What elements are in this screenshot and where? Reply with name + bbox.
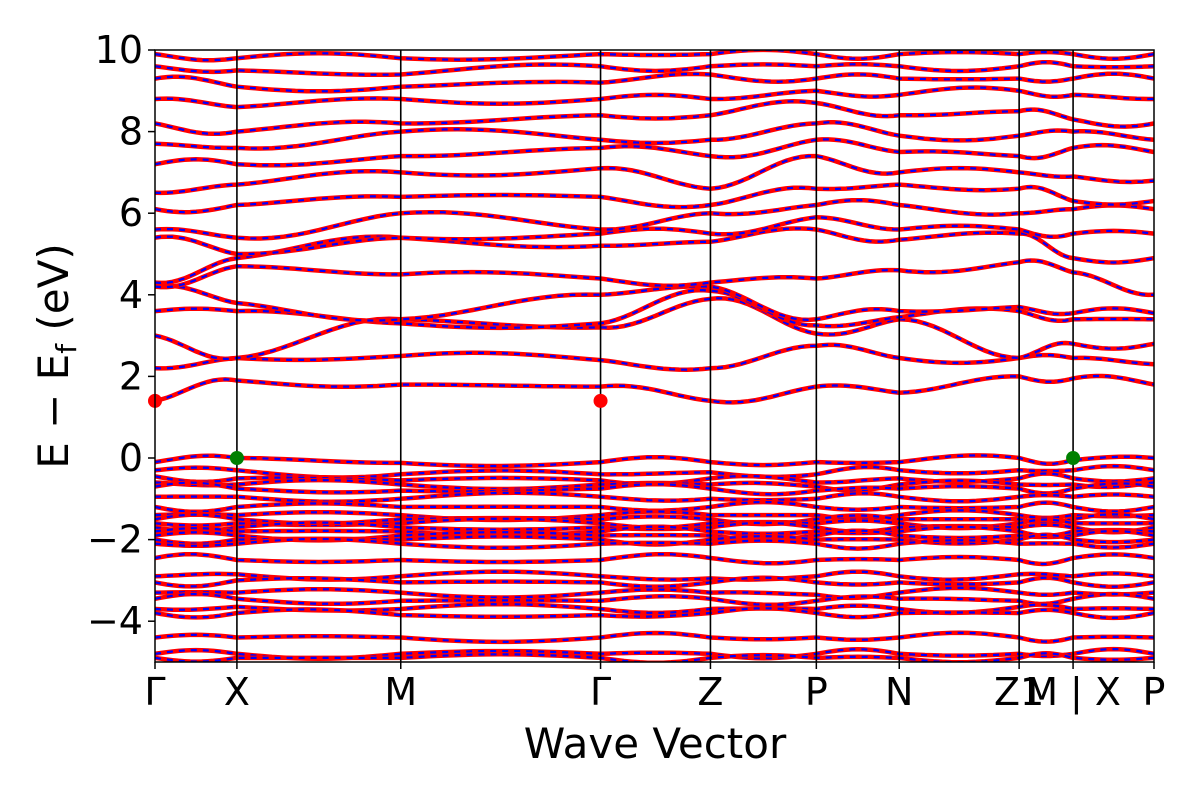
band-line-spin-up <box>155 85 1154 110</box>
band-line-spin-up <box>155 137 1154 168</box>
band-line-spin-down <box>155 491 1154 503</box>
x-axis-title: Wave Vector <box>524 719 787 768</box>
band-line-spin-down <box>155 533 1154 546</box>
band-line-spin-down <box>155 199 1154 240</box>
y-tick-label: 0 <box>119 436 143 480</box>
band-line-spin-down <box>155 216 1154 256</box>
band-line-spin-down <box>155 259 1154 297</box>
y-axis-title-sub: f <box>50 343 83 354</box>
band-line-spin-down <box>155 227 1154 285</box>
x-axis: Γ X M Γ Z P N Z1M | X P <box>144 662 1165 715</box>
band-line-spin-down <box>155 553 1154 566</box>
x-tick-label: Z <box>697 670 723 714</box>
band-line-spin-up <box>155 182 1154 215</box>
vbm-marker <box>229 451 244 465</box>
x-tick-label: X <box>224 670 250 714</box>
band-line-spin-down <box>155 50 1154 62</box>
band-line-spin-down <box>155 652 1154 662</box>
band-line-spin-down <box>155 500 1154 513</box>
y-tick-label: 2 <box>119 354 143 398</box>
vbm-marker <box>1066 451 1081 465</box>
x-tick-label: Γ <box>590 670 611 714</box>
band-line-spin-down <box>155 570 1154 581</box>
band-line-spin-down <box>155 631 1154 644</box>
band-line-spin-down <box>155 603 1154 615</box>
y-tick-label: −4 <box>87 599 143 643</box>
band-line-spin-up <box>155 71 1154 94</box>
band-line-spin-down <box>155 464 1154 479</box>
band-line-spin-down <box>155 576 1154 588</box>
plot-frame <box>154 49 1155 663</box>
y-tick-label: −2 <box>87 518 143 562</box>
band-line-spin-down <box>155 374 1154 404</box>
cbm-marker <box>593 393 608 408</box>
band-line-spin-down <box>155 521 1154 534</box>
band-line-spin-down <box>155 607 1154 620</box>
band-line-spin-down <box>155 586 1154 600</box>
band-line-spin-down <box>155 537 1154 550</box>
y-tick-label: 10 <box>95 28 143 72</box>
band-line-spin-down <box>155 61 1154 76</box>
x-tick-label: M <box>384 670 417 714</box>
band-line-spin-down <box>155 284 1154 322</box>
x-tick-label: N <box>885 670 913 714</box>
x-tick-label: P <box>1143 670 1166 714</box>
x-tick-label: M | X <box>1025 670 1121 715</box>
band-line-spin-down <box>155 517 1154 530</box>
band-line-spin-down <box>155 454 1154 468</box>
y-tick-label: 8 <box>119 110 143 154</box>
band-line-spin-down <box>155 647 1154 660</box>
kpoint-lines <box>236 50 1074 662</box>
band-line-spin-down <box>155 478 1154 492</box>
band-line-spin-down <box>155 472 1154 486</box>
y-axis-title-main: E − E <box>29 354 78 469</box>
band-edge-markers <box>148 393 1081 465</box>
x-tick-label: P <box>805 670 828 714</box>
band-line-spin-up <box>155 120 1154 151</box>
x-tick-label: Z1 <box>994 670 1044 714</box>
y-tick-label: 6 <box>119 191 143 235</box>
band-line-spin-up <box>155 342 1154 372</box>
y-axis: −4 −2 0 2 4 6 8 10 <box>87 28 155 643</box>
x-tick-label: Γ <box>144 670 165 714</box>
y-axis-title-unit: (eV) <box>29 243 78 344</box>
bands-layer <box>155 50 1154 662</box>
band-line-spin-down <box>155 155 1154 195</box>
y-axis-title: E − Ef (eV) <box>29 243 83 469</box>
y-tick-label: 4 <box>119 273 143 317</box>
band-line-spin-up <box>155 99 1154 137</box>
